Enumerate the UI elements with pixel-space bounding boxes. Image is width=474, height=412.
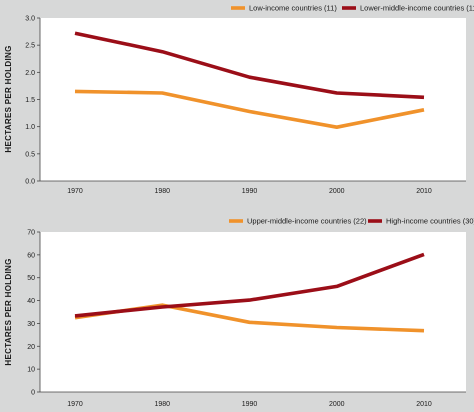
y-tick-label: 50 [27, 275, 35, 282]
x-tick-label: 2000 [329, 188, 345, 195]
legend-label: Upper-middle-income countries (22) [247, 217, 367, 226]
y-tick-label: 60 [27, 252, 35, 259]
legend-label: Lower-middle-income countries (11) [360, 4, 474, 13]
y-axis-title: HECTARES PER HOLDING [4, 258, 13, 365]
y-axis-title: HECTARES PER HOLDING [4, 45, 13, 152]
x-tick-label: 2000 [329, 401, 345, 408]
series-line-darkred [74, 252, 425, 318]
y-tick-label: 0.5 [25, 151, 35, 158]
series-line-orange [74, 89, 425, 129]
series-line-darkred [74, 31, 425, 100]
y-tick-label: 3.0 [25, 16, 35, 23]
x-tick-label: 1970 [67, 401, 83, 408]
legend-label: High-income countries (30) [386, 217, 474, 226]
plot-area [40, 18, 466, 181]
y-tick-label: 1.5 [25, 97, 35, 104]
y-tick-label: 2.5 [25, 43, 35, 50]
chart-top: 0.0 0.5 1.0 1.5 2.0 2.5 3.0 1970 1980 1990 2000 201… [4, 4, 474, 195]
x-tick-label: 2010 [416, 188, 432, 195]
x-tick-label: 1980 [154, 188, 170, 195]
x-tick-label: 1990 [242, 401, 258, 408]
x-tick-label: 2010 [416, 401, 432, 408]
y-tick-label: 0.0 [25, 179, 35, 186]
x-tick-label: 1980 [154, 401, 170, 408]
y-tick-label: 0 [31, 390, 35, 397]
y-tick-label: 40 [27, 298, 35, 305]
y-tick-label: 20 [27, 344, 35, 351]
y-tick-label: 30 [27, 321, 35, 328]
y-tick-label: 1.0 [25, 124, 35, 131]
x-tick-label: 1990 [242, 188, 258, 195]
x-tick-label: 1970 [67, 188, 83, 195]
y-tick-label: 70 [27, 230, 35, 237]
chart-bottom: 0 10 20 30 40 50 60 70 1970 1980 1990 2000 2010 HECTA… [4, 217, 474, 408]
legend-label: Low-income countries (11) [249, 4, 337, 13]
y-tick-label: 10 [27, 367, 35, 374]
y-tick-label: 2.0 [25, 70, 35, 77]
